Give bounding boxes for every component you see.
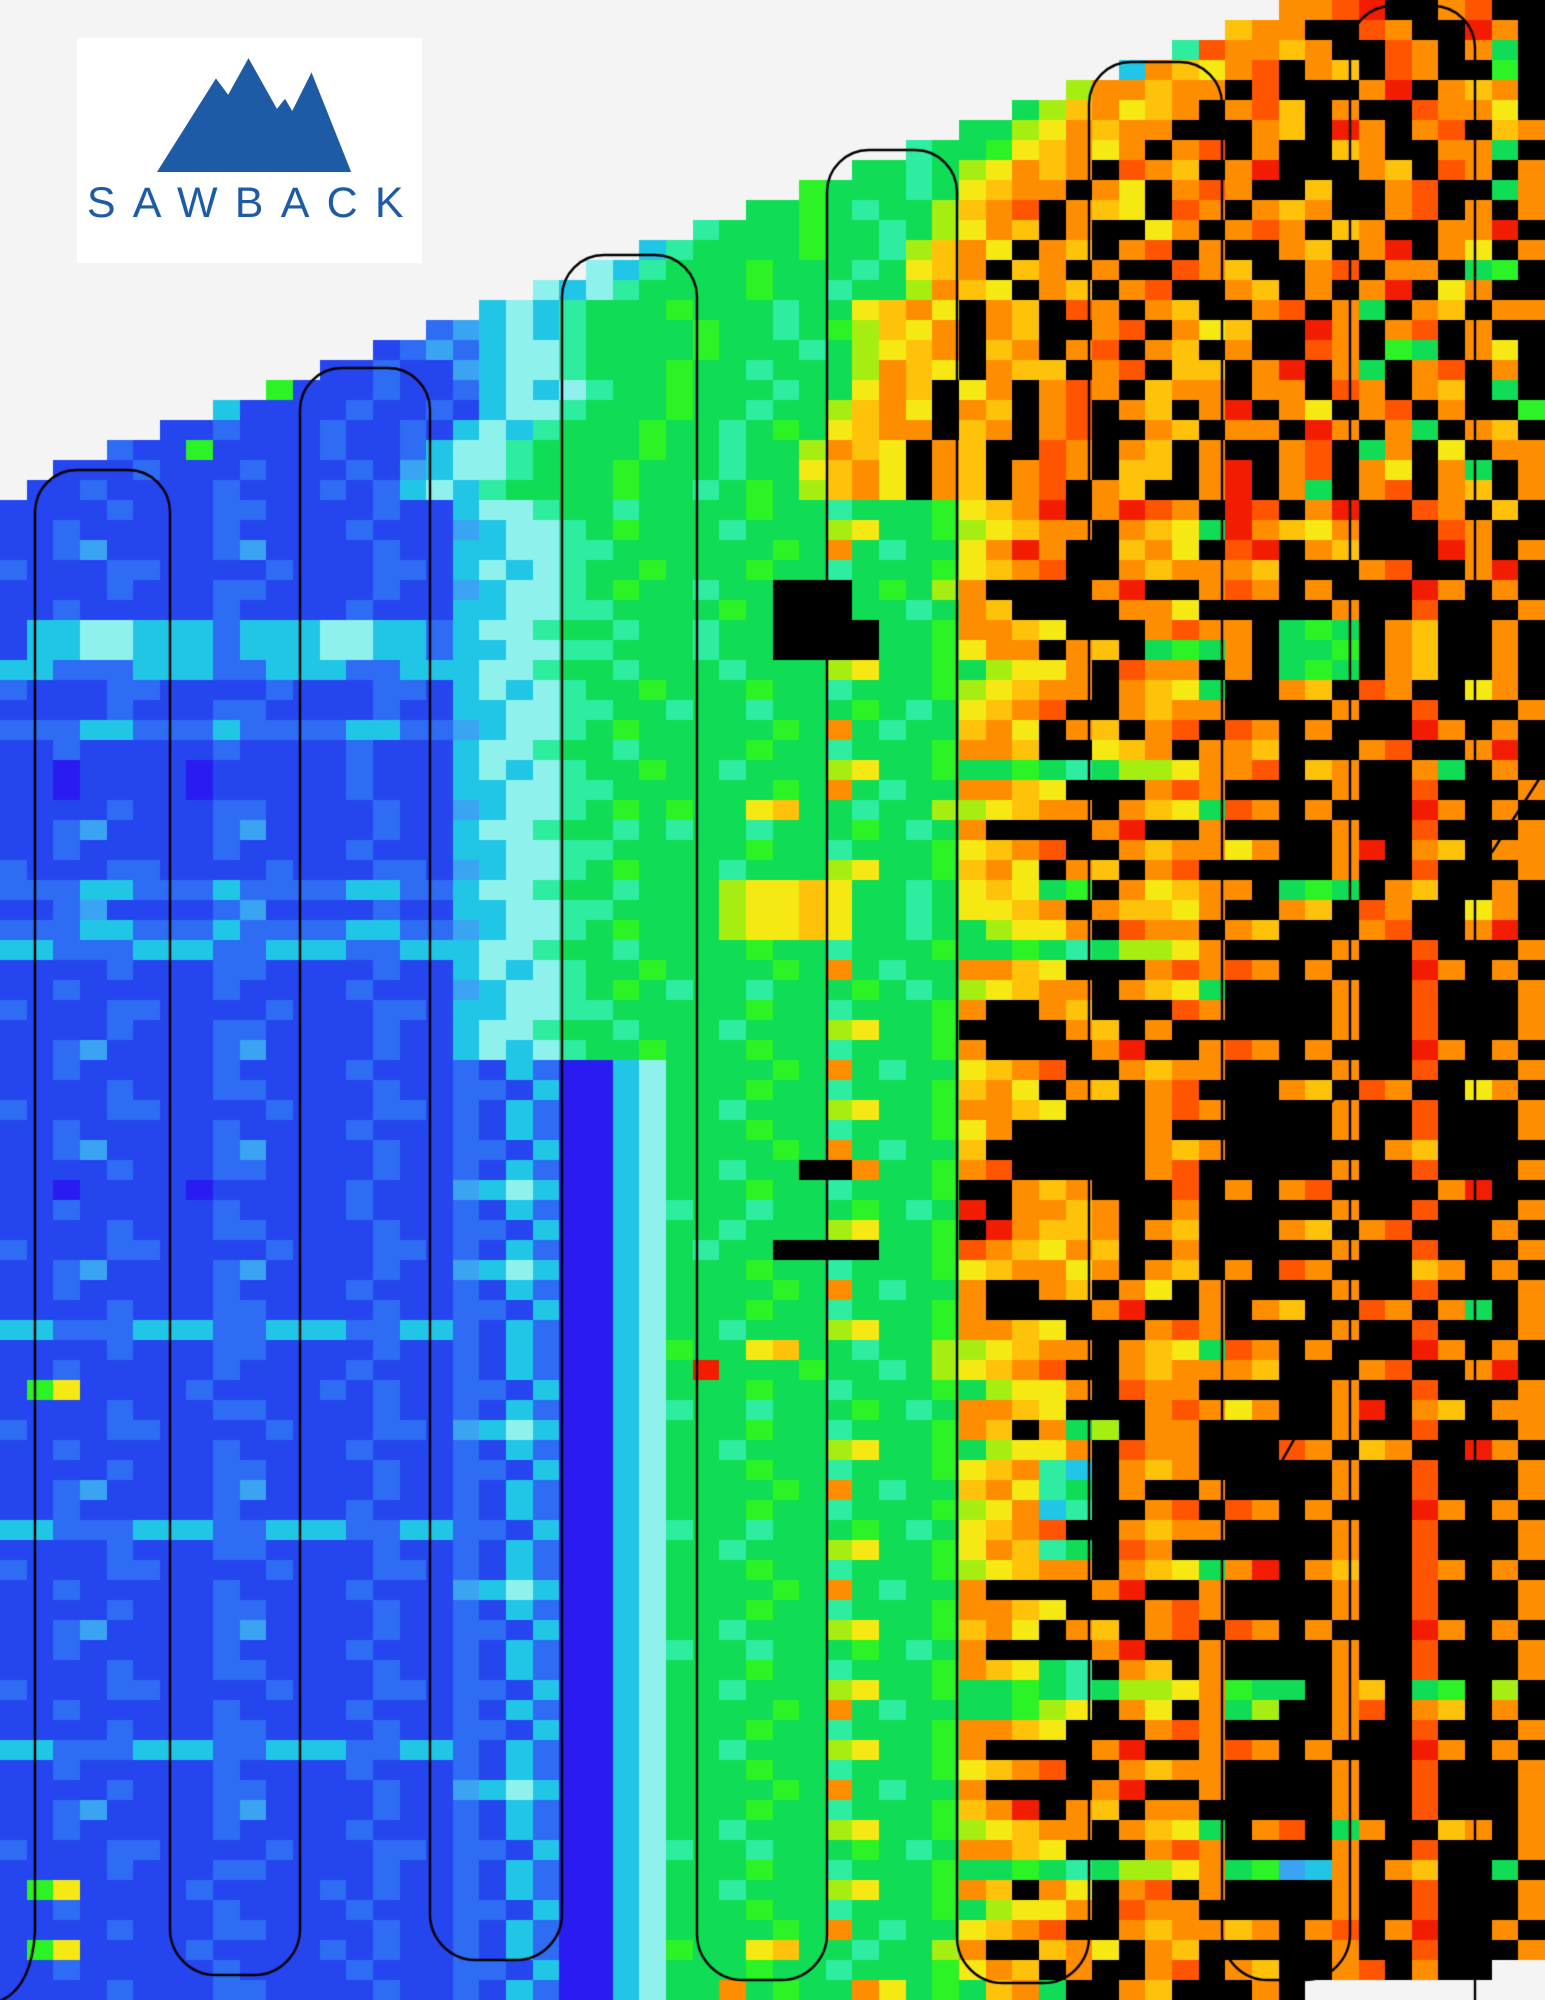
brand-wordmark: SAWBACK (86, 179, 421, 227)
mountain-range-icon (156, 58, 352, 172)
sawback-logo-card: SAWBACK (77, 38, 422, 263)
